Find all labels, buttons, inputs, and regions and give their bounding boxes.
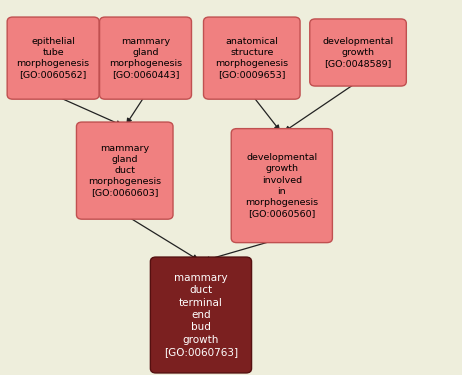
Text: anatomical
structure
morphogenesis
[GO:0009653]: anatomical structure morphogenesis [GO:0… <box>215 37 288 79</box>
Text: mammary
duct
terminal
end
bud
growth
[GO:0060763]: mammary duct terminal end bud growth [GO… <box>164 273 238 357</box>
FancyBboxPatch shape <box>310 19 406 86</box>
FancyBboxPatch shape <box>231 129 332 243</box>
Text: mammary
gland
duct
morphogenesis
[GO:0060603]: mammary gland duct morphogenesis [GO:006… <box>88 144 161 197</box>
Text: developmental
growth
[GO:0048589]: developmental growth [GO:0048589] <box>322 37 394 68</box>
Text: developmental
growth
involved
in
morphogenesis
[GO:0060560]: developmental growth involved in morphog… <box>245 153 318 218</box>
FancyBboxPatch shape <box>77 122 173 219</box>
FancyBboxPatch shape <box>203 17 300 99</box>
FancyBboxPatch shape <box>7 17 99 99</box>
Text: mammary
gland
morphogenesis
[GO:0060443]: mammary gland morphogenesis [GO:0060443] <box>109 37 182 79</box>
FancyBboxPatch shape <box>151 257 251 373</box>
FancyBboxPatch shape <box>100 17 191 99</box>
Text: epithelial
tube
morphogenesis
[GO:0060562]: epithelial tube morphogenesis [GO:006056… <box>17 37 90 79</box>
